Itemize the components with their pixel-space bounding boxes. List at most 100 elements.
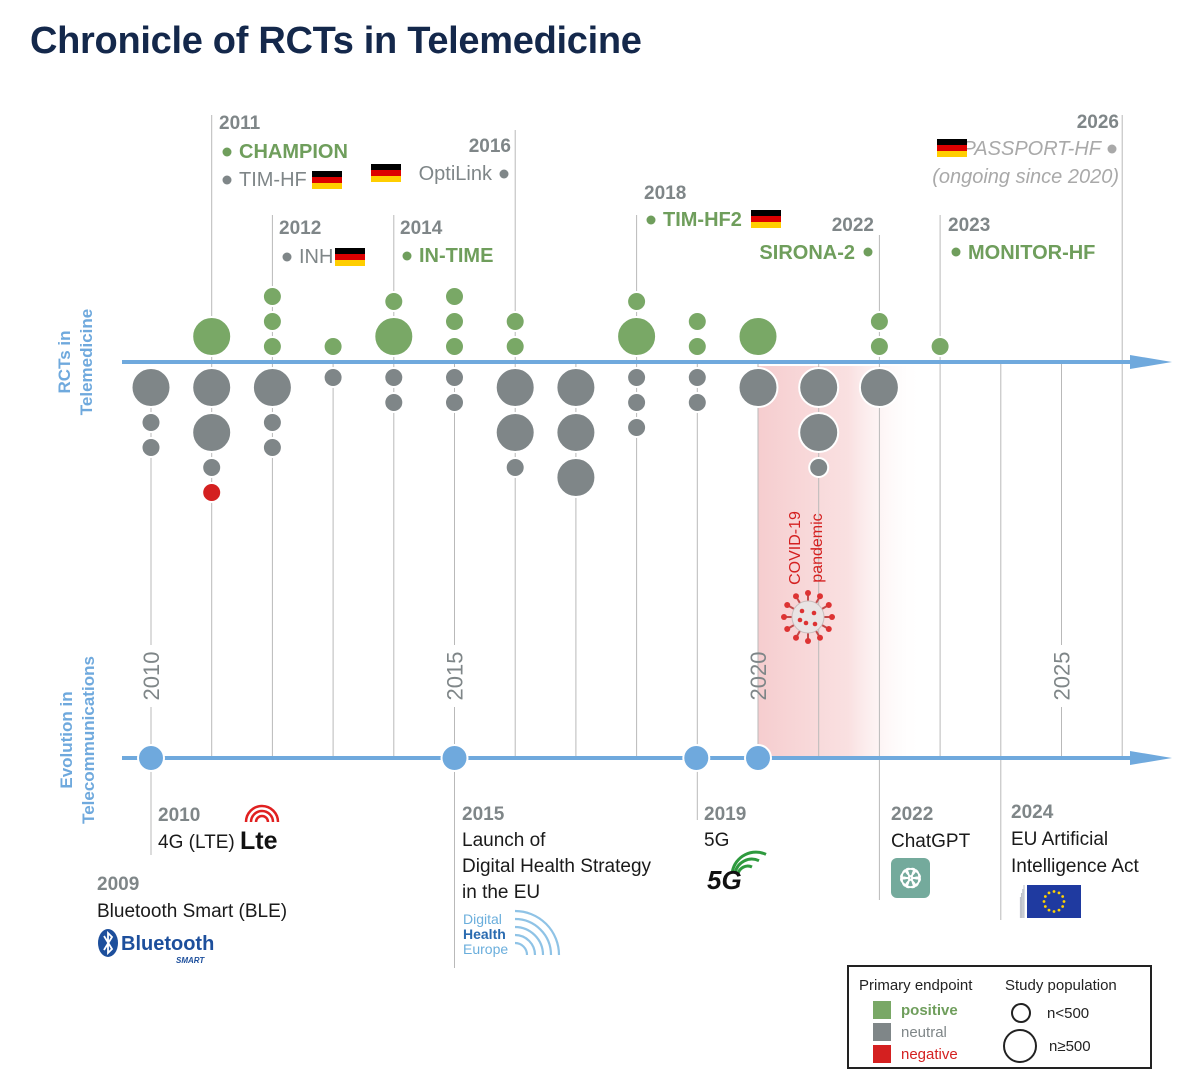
legend-negative: negative	[873, 1045, 958, 1063]
virus-dot	[797, 617, 803, 623]
milestone-eu-ai-act-line: EU Artificial	[1011, 829, 1108, 850]
legend-population-title: Study population	[1005, 977, 1117, 994]
virus-spike-tip	[825, 626, 832, 632]
eu-star	[1043, 895, 1047, 898]
bubble-2018-oth-1	[626, 392, 648, 413]
bubble-2010-oth-0	[130, 367, 172, 408]
legend-small-circle	[1011, 1003, 1031, 1023]
flag-stripe-black	[371, 164, 401, 170]
virus-spike-tip	[817, 593, 823, 600]
bubble-2019-oth-1	[686, 392, 708, 413]
dhe-logo-text: Europe	[463, 941, 508, 957]
bubble-2019-pos-1	[686, 311, 708, 332]
lte-logo: Lte	[240, 804, 280, 855]
legend-endpoint-title: Primary endpoint	[859, 977, 973, 994]
bubble-2011-oth-1	[191, 412, 233, 453]
eu-star	[1047, 891, 1051, 895]
flag-stripe-gold	[371, 176, 401, 182]
bubble-2020-pos-0	[737, 316, 779, 357]
dhe-arc	[514, 933, 537, 956]
legend-negative-label: negative	[901, 1045, 958, 1063]
milestone-year-2010: 2010	[158, 805, 200, 826]
legend-small: n<500	[1011, 1003, 1089, 1023]
bubble-2014-pos-0	[373, 316, 415, 357]
5g-logo: 5G	[707, 850, 767, 895]
bubble-2021-oth-2	[808, 457, 830, 478]
legend-large-circle	[1003, 1029, 1037, 1063]
study-year-2014: 2014	[400, 218, 443, 239]
tim-hf2-bullet	[646, 215, 656, 225]
sirona-bullet	[863, 247, 873, 257]
bubble-2013-pos-0	[322, 336, 344, 357]
flag-stripe-black	[335, 248, 365, 254]
study-monitor-hf: MONITOR-HF	[968, 242, 1095, 264]
milestone-dh-strategy-line: in the EU	[462, 882, 540, 903]
flag-stripe-red	[937, 145, 967, 151]
virus-dot	[799, 608, 805, 614]
bubble-2012-pos-0	[261, 336, 283, 357]
5g-wave	[730, 850, 767, 872]
lte-wave	[244, 804, 280, 823]
covid-label: COVID-19 pandemic	[787, 511, 826, 585]
champion-bullet	[222, 147, 232, 157]
study-in-time: IN-TIME	[419, 245, 493, 267]
bubble-2010-oth-1	[140, 412, 162, 433]
virus-spike-tip	[793, 634, 799, 641]
dhe-arc	[514, 917, 553, 956]
bubble-2023-pos-0	[929, 336, 951, 357]
covid-label-line2: pandemic	[809, 513, 826, 582]
milestone-eu-ai-act-line: Intelligence Act	[1011, 856, 1140, 877]
flag-stripe-red	[335, 254, 365, 260]
eu-star	[1061, 895, 1065, 898]
virus-spike-tip	[829, 614, 835, 620]
study-passport-hf: PASSPORT-HF	[962, 138, 1102, 160]
milestone-year-2019: 2019	[704, 804, 746, 825]
bubble-2021-oth-1	[798, 412, 840, 453]
telecom-event-dot-2019	[682, 744, 711, 772]
telecom-axis-title: Evolution in Telecommunications	[57, 656, 98, 824]
bubble-2017-oth-0	[555, 367, 597, 408]
virus-dot	[811, 610, 817, 616]
flag-stripe-black	[312, 171, 342, 177]
eu-star	[1057, 908, 1061, 912]
flag-stripe-gold	[312, 183, 342, 189]
legend: Primary endpoint positive neutral negati…	[847, 965, 1152, 1069]
dhe-logo-text: Digital	[463, 911, 502, 927]
legend-negative-swatch	[873, 1045, 891, 1063]
study-passport-note: (ongoing since 2020)	[932, 166, 1119, 188]
study-year-2016: 2016	[469, 136, 511, 157]
chatgpt-logo-bg	[891, 858, 930, 898]
milestone-year-2024: 2024	[1011, 802, 1054, 823]
bubble-2022-oth-0	[858, 367, 900, 408]
milestone-bluetooth-smart: Bluetooth Smart (BLE)	[97, 901, 287, 922]
virus-spike-tip	[805, 590, 811, 596]
lte-wave	[254, 814, 270, 823]
virus-spike-tip	[825, 602, 832, 608]
year-label-bg	[441, 645, 468, 707]
milestone-dh-strategy-line: Launch of	[462, 830, 546, 851]
bubble-2018-pos-1	[626, 291, 648, 312]
flag-stripe-gold	[937, 151, 967, 157]
bubble-2013-oth-0	[322, 367, 344, 388]
bubble-2012-oth-2	[261, 437, 283, 458]
bubble-2012-pos-1	[261, 311, 283, 332]
flag-stripe-black	[937, 139, 967, 145]
timeline-year-2010: 2010	[139, 652, 164, 701]
bubble-2010-oth-2	[140, 437, 162, 458]
legend-neutral-swatch	[873, 1023, 891, 1041]
rct-axis-arrowhead	[1130, 355, 1172, 369]
german-flag-icon	[312, 171, 342, 189]
telecom-axis-arrowhead	[1130, 751, 1172, 765]
timhf-bullet	[222, 175, 232, 185]
legend-neutral-label: neutral	[901, 1023, 947, 1041]
bubble-2020-oth-0	[737, 367, 779, 408]
virus-spike-tip	[793, 593, 799, 600]
bubble-2012-oth-0	[251, 367, 293, 408]
bubble-2015-oth-0	[444, 367, 465, 388]
year-label-bg	[1048, 645, 1075, 707]
bubble-2014-pos-1	[383, 291, 405, 312]
dhe-arc	[514, 941, 529, 956]
eu-star	[1052, 910, 1056, 913]
